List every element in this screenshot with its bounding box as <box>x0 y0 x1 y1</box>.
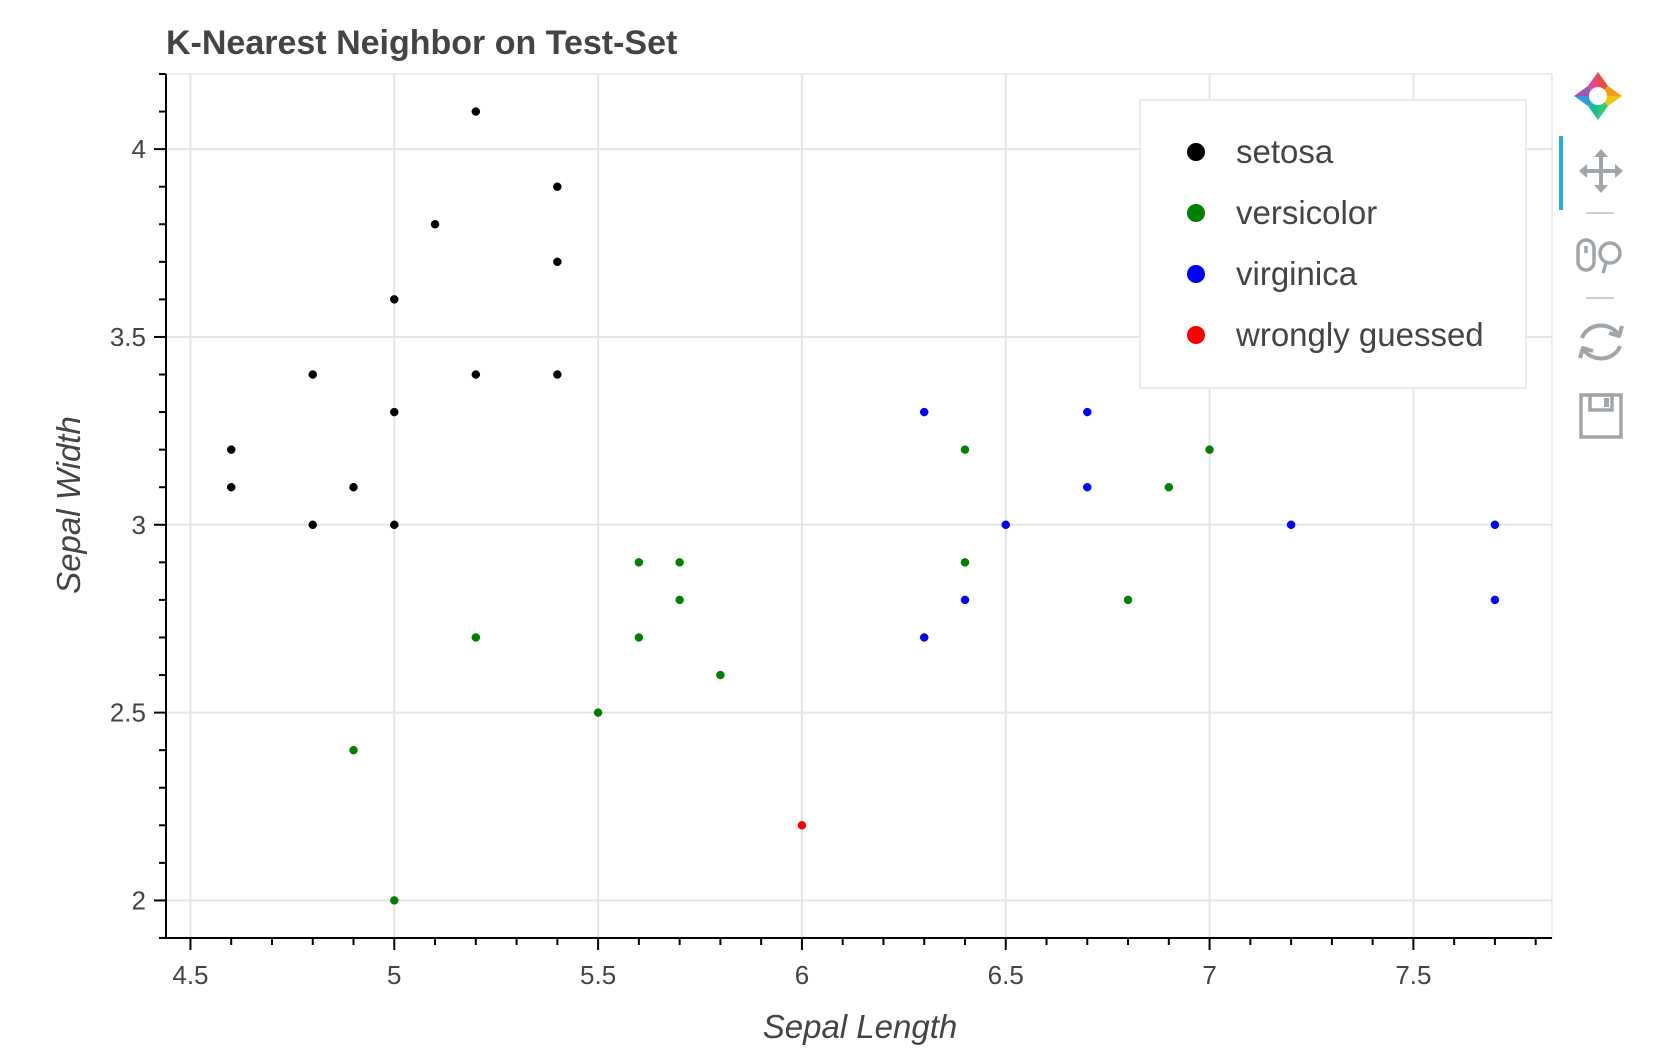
x-axis-label: Sepal Length <box>763 1008 958 1045</box>
point-versicolor <box>634 633 644 642</box>
legend-marker-wrongly-guessed <box>1187 326 1205 344</box>
point-setosa <box>308 520 318 530</box>
x-tick-label: 5 <box>387 960 401 990</box>
point-setosa <box>553 370 562 379</box>
y-tick-label: 4 <box>132 134 146 164</box>
point-versicolor <box>675 595 684 605</box>
point-versicolor <box>634 558 644 567</box>
point-setosa <box>390 407 399 417</box>
point-versicolor <box>390 896 399 905</box>
point-versicolor <box>471 633 481 642</box>
point-setosa <box>553 257 562 267</box>
x-tick-label: 5.5 <box>580 960 616 990</box>
y-tick-label: 2.5 <box>110 698 146 728</box>
point-setosa <box>349 482 358 492</box>
legend-label-wrongly-guessed: wrongly guessed <box>1235 316 1484 353</box>
legend-marker-versicolor <box>1187 204 1205 222</box>
point-versicolor <box>960 558 970 567</box>
x-tick-label: 4.5 <box>172 960 208 990</box>
point-virginica <box>919 407 929 417</box>
point-virginica <box>1001 520 1011 530</box>
y-axis-label: Sepal Width <box>50 416 87 594</box>
legend-box <box>1139 99 1527 389</box>
chart-title: K-Nearest Neighbor on Test-Set <box>166 24 677 62</box>
point-setosa <box>471 370 481 379</box>
point-setosa <box>390 520 399 530</box>
save-icon[interactable] <box>1579 393 1623 439</box>
point-versicolor <box>1205 445 1214 454</box>
point-setosa <box>471 107 481 116</box>
point-setosa <box>226 482 236 492</box>
legend-marker-virginica <box>1187 265 1205 283</box>
y-ticks: 2 2.5 3 3.5 4 <box>110 73 166 939</box>
point-versicolor <box>1164 482 1174 492</box>
x-tick-label: 7 <box>1202 960 1216 990</box>
x-tick-label: 6 <box>795 960 809 990</box>
point-virginica <box>1490 520 1500 530</box>
legend-label-versicolor: versicolor <box>1236 194 1377 231</box>
data-points <box>226 107 1500 905</box>
point-versicolor <box>593 708 603 717</box>
x-tick-label: 6.5 <box>988 960 1024 990</box>
point-versicolor <box>960 445 970 454</box>
point-virginica <box>1083 482 1092 492</box>
bokeh-logo-icon[interactable] <box>1572 70 1624 122</box>
x-tick-label: 7.5 <box>1395 960 1431 990</box>
point-setosa <box>390 295 399 304</box>
point-setosa <box>308 370 318 379</box>
legend-marker-setosa <box>1187 143 1205 161</box>
axes <box>165 74 1552 939</box>
point-virginica <box>960 595 970 605</box>
point-setosa <box>553 182 562 191</box>
y-tick-label: 3 <box>132 510 146 540</box>
point-versicolor <box>716 670 725 680</box>
active-tool-indicator <box>1559 136 1563 210</box>
y-tick-label: 3.5 <box>110 322 146 352</box>
point-setosa <box>226 445 236 454</box>
toolbar <box>1559 70 1624 439</box>
reset-icon[interactable] <box>1578 323 1624 361</box>
point-versicolor <box>675 558 684 567</box>
legend-label-setosa: setosa <box>1236 133 1334 170</box>
x-ticks: 4.5 5 5.5 6 6.5 7 7.5 <box>172 938 1537 990</box>
legend: setosa versicolor virginica wrongly guessed <box>1139 99 1527 389</box>
pan-icon[interactable] <box>1579 149 1623 193</box>
point-wrongly-guessed <box>797 821 807 830</box>
point-virginica <box>919 633 929 642</box>
point-virginica <box>1286 520 1296 530</box>
point-virginica <box>1083 407 1092 417</box>
point-setosa <box>430 220 440 229</box>
legend-label-virginica: virginica <box>1236 255 1358 292</box>
point-versicolor <box>349 745 358 755</box>
y-tick-label: 2 <box>132 885 146 915</box>
point-virginica <box>1490 595 1500 605</box>
point-versicolor <box>1123 595 1133 605</box>
wheel-zoom-icon[interactable] <box>1576 238 1622 274</box>
